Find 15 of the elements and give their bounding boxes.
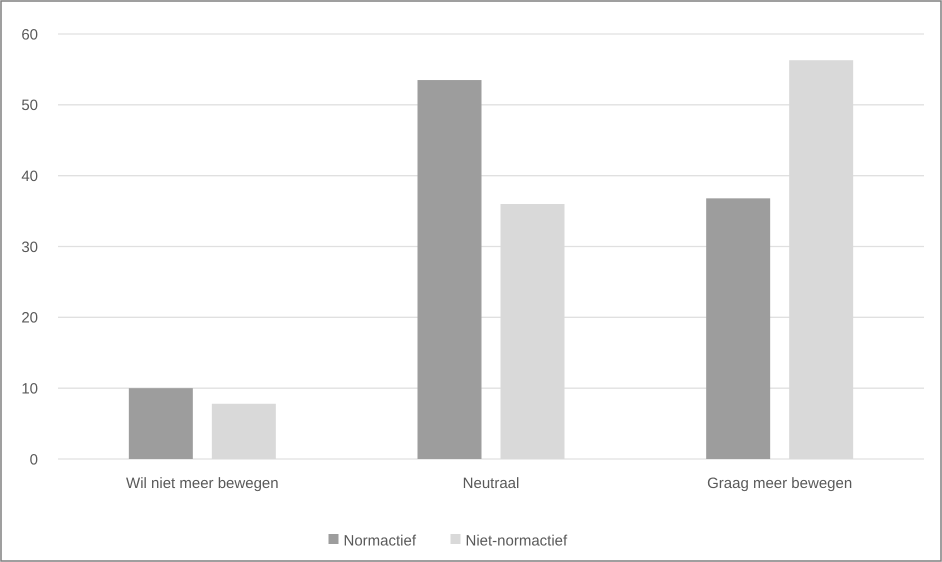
y-tick-label: 10 xyxy=(21,380,38,398)
y-tick-label: 60 xyxy=(21,26,38,44)
legend-label: Niet-normactief xyxy=(466,532,568,550)
legend-label: Normactief xyxy=(344,532,417,550)
y-tick-label: 40 xyxy=(21,168,38,185)
x-tick-label: Wil niet meer bewegen xyxy=(126,475,279,492)
y-tick-label: 20 xyxy=(21,310,38,327)
bar xyxy=(706,198,770,459)
bar xyxy=(418,80,482,459)
bar xyxy=(128,388,193,459)
x-tick-label: Neutraal xyxy=(462,475,520,492)
y-tick-label: 30 xyxy=(21,238,38,256)
x-tick-label: Graag meer bewegen xyxy=(707,475,852,492)
y-tick-label: 50 xyxy=(21,97,38,114)
y-tick-label: 0 xyxy=(30,451,38,468)
